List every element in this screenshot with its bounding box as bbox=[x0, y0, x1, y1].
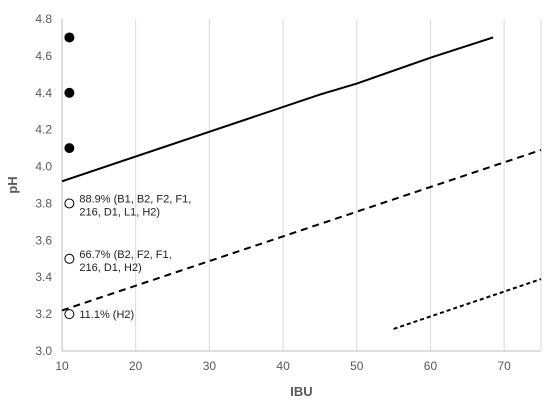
x-tick-label: 60 bbox=[424, 359, 438, 373]
y-tick-label: 4.4 bbox=[35, 86, 52, 100]
annotation-label: 11.1% (H2) bbox=[79, 309, 134, 321]
open-data-point bbox=[64, 198, 75, 209]
annotation-label: 216, D1, H2) bbox=[79, 262, 141, 274]
x-tick-label: 10 bbox=[55, 359, 69, 373]
filled-data-point bbox=[64, 32, 75, 43]
x-tick-label: 30 bbox=[203, 359, 217, 373]
y-tick-label: 3.0 bbox=[35, 344, 52, 358]
x-tick-label: 40 bbox=[276, 359, 290, 373]
open-data-point bbox=[64, 309, 75, 320]
y-tick-label: 4.6 bbox=[35, 49, 52, 63]
y-axis-title: pH bbox=[5, 176, 20, 193]
gridlines bbox=[135, 19, 542, 351]
y-tick-label: 3.6 bbox=[35, 233, 52, 247]
filled-data-point bbox=[64, 87, 75, 98]
series-line-solid bbox=[61, 36, 494, 183]
annotation-label: 88.9% (B1, B2, F2, F1, bbox=[79, 193, 191, 205]
y-tick-label: 3.2 bbox=[35, 307, 52, 321]
y-tick-label: 4.8 bbox=[35, 12, 52, 26]
x-tick-label: 70 bbox=[497, 359, 511, 373]
open-data-point bbox=[64, 253, 75, 264]
x-tick-label: 20 bbox=[129, 359, 143, 373]
data-points bbox=[64, 32, 75, 320]
annotations: 88.9% (B1, B2, F2, F1,216, D1, L1, H2) 66… bbox=[79, 193, 191, 321]
x-axis-title: IBU bbox=[290, 384, 312, 399]
annotation-label: 66.7% (B2, F2, F1, bbox=[79, 249, 171, 261]
axes: 10 20 30 40 50 60 70 3.0 3.2 3.4 3.6 3.8 4.0 4.2 4.4 4.… bbox=[35, 12, 541, 373]
y-tick-label: 3.8 bbox=[35, 196, 52, 210]
annotation-label: 216, D1, L1, H2) bbox=[79, 206, 160, 218]
series-line-dashed bbox=[61, 149, 542, 312]
y-tick-label: 4.2 bbox=[35, 123, 52, 137]
filled-data-point bbox=[64, 143, 75, 154]
series-lines bbox=[61, 36, 542, 330]
y-tick-label: 4.0 bbox=[35, 160, 52, 174]
y-tick-label: 3.4 bbox=[35, 270, 52, 284]
x-tick-label: 50 bbox=[350, 359, 364, 373]
series-line-dotted bbox=[393, 278, 542, 330]
